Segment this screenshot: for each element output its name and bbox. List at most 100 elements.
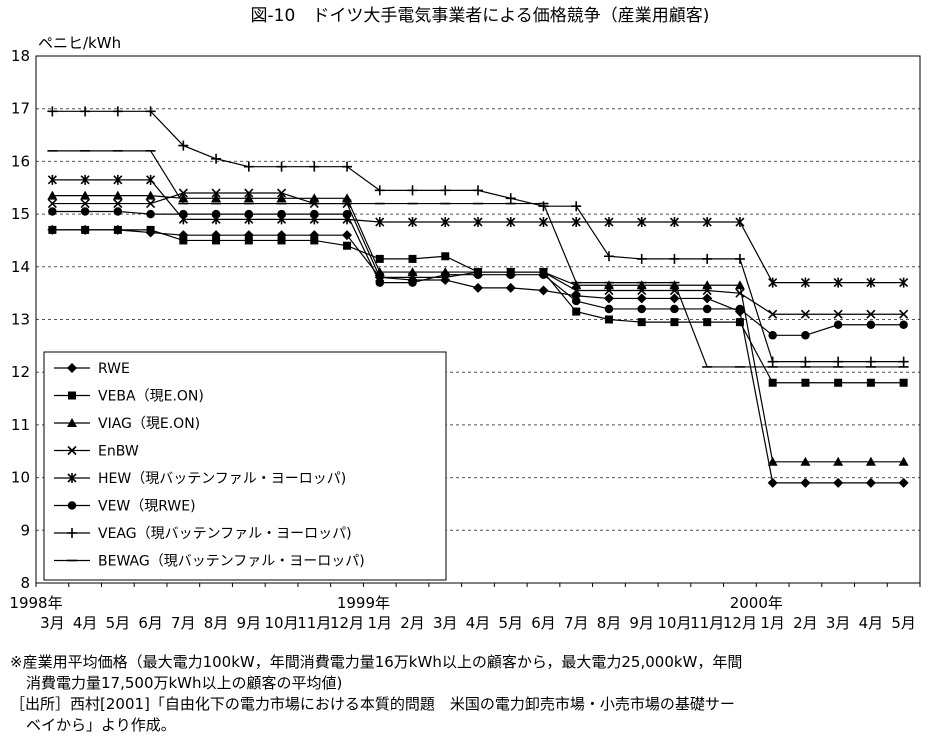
- data-point: [637, 318, 646, 327]
- data-point: [276, 188, 287, 198]
- data-point: [866, 320, 876, 330]
- data-point: [81, 225, 90, 234]
- series-line: [52, 192, 904, 315]
- data-point: [473, 185, 483, 196]
- y-tick-label: 16: [11, 152, 30, 170]
- data-point: [112, 190, 123, 200]
- legend-entry: VIAG（現E.ON): [54, 416, 200, 432]
- series-3: [47, 188, 909, 319]
- y-tick-label: 8: [20, 574, 30, 592]
- data-point: [604, 304, 614, 314]
- data-point: [865, 477, 876, 488]
- data-point: [801, 378, 810, 387]
- data-point: [309, 161, 320, 172]
- data-point: [603, 251, 614, 262]
- data-point: [833, 309, 843, 319]
- x-year-label: 1998年: [9, 594, 62, 612]
- data-point: [408, 278, 417, 287]
- legend-label: RWE: [98, 361, 130, 377]
- legend-entry: RWE: [54, 361, 130, 377]
- x-tick-label: 6月: [138, 614, 163, 632]
- legend-label: VIAG（現E.ON): [98, 416, 200, 432]
- data-point: [735, 304, 745, 314]
- data-point: [407, 217, 418, 228]
- data-point: [768, 378, 777, 387]
- legend-label: VEW（現RWE): [98, 499, 196, 515]
- data-point: [865, 456, 876, 466]
- data-point: [538, 285, 549, 296]
- x-tick-label: 5月: [106, 614, 131, 632]
- data-point: [243, 193, 254, 203]
- data-point: [310, 209, 319, 219]
- data-point: [113, 198, 123, 209]
- data-point: [669, 293, 680, 304]
- data-point: [636, 293, 647, 304]
- x-tick-label: 2月: [400, 614, 425, 632]
- data-point: [899, 320, 908, 330]
- note-line-1: ※産業用平均価格（最大電力100kW，年間消費電力量16万kWh以上の顧客から，…: [10, 653, 743, 671]
- data-point: [637, 304, 646, 314]
- data-point: [67, 528, 77, 538]
- data-point: [800, 356, 811, 367]
- x-tick-label: 12月: [723, 614, 757, 632]
- data-point: [473, 217, 483, 228]
- data-point: [80, 190, 91, 200]
- data-point: [898, 456, 909, 466]
- data-point: [244, 188, 254, 198]
- series-4: [47, 174, 909, 288]
- legend-entry: VEBA（現E.ON): [54, 389, 204, 405]
- data-point: [48, 207, 57, 216]
- data-point: [571, 285, 581, 296]
- data-point: [211, 188, 221, 198]
- legend: RWE VEBA（現E.ON) VIAG（現E.ON) EnBW HEW（現バッテンファ…: [43, 351, 447, 581]
- data-point: [211, 153, 222, 164]
- x-tick-label: 1月: [368, 614, 393, 632]
- data-point: [80, 198, 90, 209]
- data-point: [768, 277, 778, 288]
- data-point: [865, 356, 876, 367]
- y-tick-label: 10: [11, 469, 30, 487]
- data-point: [112, 106, 123, 117]
- data-point: [702, 217, 712, 228]
- data-point: [833, 277, 843, 288]
- x-tick-label: 5月: [498, 614, 523, 632]
- data-point: [179, 209, 188, 219]
- x-tick-label: 7月: [171, 614, 196, 632]
- data-point: [47, 190, 58, 200]
- x-tick-label: 4月: [466, 614, 491, 632]
- source-line-1: ［出所］西村[2001]「自由化下の電力市場における本質的問題 米国の電力卸売市…: [10, 695, 735, 713]
- y-tick-label: 11: [11, 416, 30, 434]
- y-tick-label: 15: [11, 205, 30, 223]
- data-point: [375, 217, 385, 228]
- data-point: [866, 277, 876, 288]
- data-point: [505, 193, 516, 204]
- footnotes: ※産業用平均価格（最大電力100kW，年間消費電力量16万kWh以上の顧客から，…: [10, 652, 920, 736]
- data-point: [145, 106, 156, 117]
- data-point: [670, 318, 679, 327]
- data-point: [113, 225, 122, 234]
- data-point: [67, 445, 77, 456]
- legend-entry: EnBW: [54, 444, 139, 460]
- data-point: [342, 230, 353, 241]
- data-point: [374, 185, 385, 196]
- source-line-2: ベイから」より作成。: [26, 716, 176, 734]
- legend-entry: VEW（現RWE): [54, 499, 196, 515]
- data-point: [310, 236, 319, 245]
- x-tick-label: 1月: [760, 614, 785, 632]
- x-tick-label: 4月: [859, 614, 884, 632]
- data-point: [506, 217, 516, 228]
- data-point: [801, 331, 810, 340]
- x-tick-label: 7月: [564, 614, 589, 632]
- data-point: [735, 318, 744, 327]
- data-point: [375, 278, 385, 287]
- data-point: [178, 188, 188, 198]
- x-tick-label: 2月: [793, 614, 818, 632]
- note-line-2: 消費電力量17,500万kWh以上の顧客の平均値): [26, 674, 343, 692]
- y-tick-label: 18: [11, 47, 30, 65]
- data-point: [244, 236, 253, 245]
- data-point: [178, 140, 189, 151]
- x-tick-label: 3月: [40, 614, 65, 632]
- data-point: [604, 217, 614, 228]
- data-point: [767, 456, 778, 466]
